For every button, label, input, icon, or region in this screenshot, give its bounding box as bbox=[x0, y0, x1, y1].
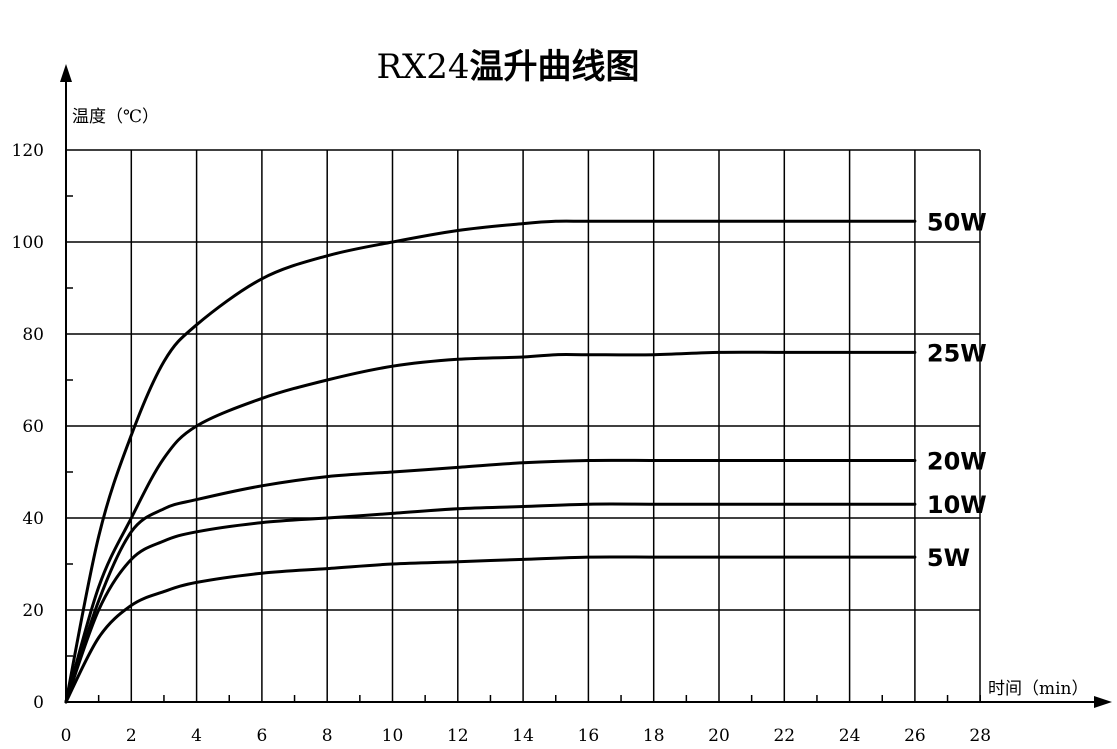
y-axis-arrow-icon bbox=[60, 64, 72, 82]
x-tick-label: 6 bbox=[256, 726, 267, 744]
minor-ticks bbox=[66, 195, 981, 702]
grid bbox=[66, 149, 981, 702]
series-line-10w bbox=[64, 502, 917, 704]
axes bbox=[60, 64, 1112, 708]
x-tick-label: 4 bbox=[191, 726, 202, 744]
x-axis-arrow-icon bbox=[1094, 696, 1112, 708]
series-line-25w bbox=[64, 350, 917, 704]
x-tick-label: 20 bbox=[708, 726, 730, 744]
y-tick-label: 60 bbox=[22, 417, 44, 437]
series-line-20w bbox=[64, 458, 917, 704]
y-tick-label: 20 bbox=[22, 601, 44, 621]
x-tick-label: 0 bbox=[61, 726, 72, 744]
series bbox=[64, 219, 917, 704]
x-tick-label: 2 bbox=[126, 726, 137, 744]
chart-title-cjk: 温升曲线图 bbox=[470, 47, 640, 87]
y-axis-label: 温度（℃） bbox=[72, 107, 159, 127]
y-tick-label: 0 bbox=[33, 693, 44, 713]
series-label-25w: 25W bbox=[927, 339, 987, 367]
y-tick-label: 40 bbox=[22, 509, 44, 529]
x-tick-label: 12 bbox=[447, 726, 469, 744]
y-tick-label: 120 bbox=[12, 141, 44, 161]
y-tick-label: 80 bbox=[22, 325, 44, 345]
x-tick-label: 8 bbox=[322, 726, 333, 744]
y-tick-label: 100 bbox=[12, 233, 44, 253]
chart-title-latin: RX24 bbox=[376, 47, 469, 87]
series-label-50w: 50W bbox=[927, 208, 987, 236]
series-labels: 50W 25W 20W 10W 5W bbox=[927, 208, 987, 572]
x-tick-label: 18 bbox=[643, 726, 665, 744]
series-line-50w bbox=[64, 219, 917, 704]
x-axis-label: 时间（min） bbox=[988, 679, 1089, 699]
x-tick-label: 26 bbox=[904, 726, 926, 744]
x-tick-label: 24 bbox=[839, 726, 861, 744]
x-tick-label: 10 bbox=[382, 726, 404, 744]
chart-title: RX24温升曲线图 bbox=[376, 47, 639, 87]
x-tick-label: 14 bbox=[512, 726, 534, 744]
x-tick-label: 16 bbox=[578, 726, 600, 744]
series-line-5w bbox=[64, 555, 917, 704]
series-label-5w: 5W bbox=[927, 544, 970, 572]
series-label-10w: 10W bbox=[927, 491, 987, 519]
x-tick-label: 28 bbox=[969, 726, 991, 744]
series-label-20w: 20W bbox=[927, 448, 987, 476]
x-tick-label: 22 bbox=[773, 726, 795, 744]
